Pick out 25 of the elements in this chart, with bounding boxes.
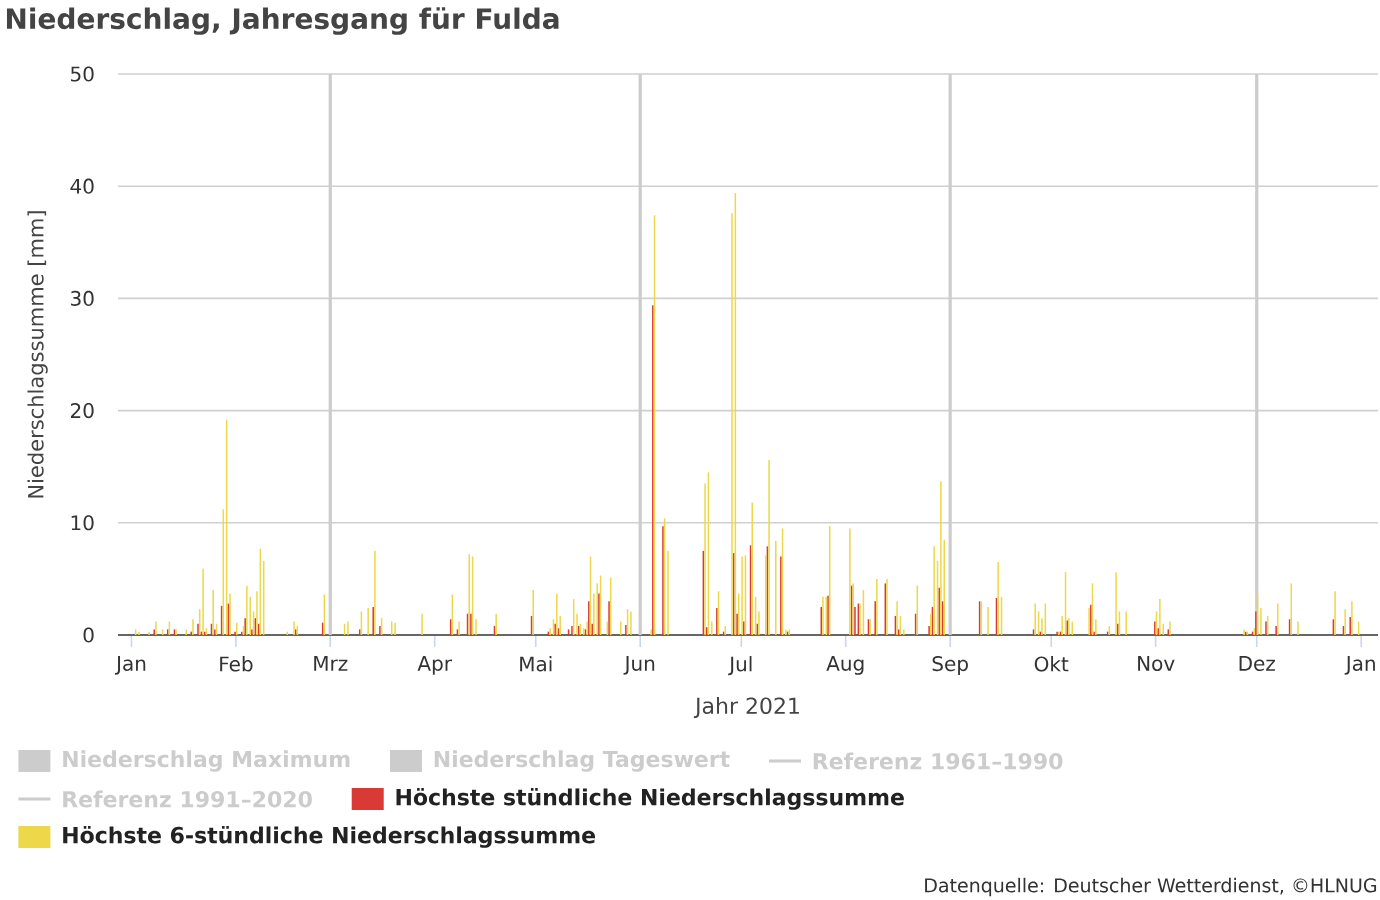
x-tick-label: Jan — [1344, 656, 1375, 675]
x-tick-label: Okt — [1034, 656, 1069, 672]
x-tick-label: Jan — [115, 656, 146, 675]
y-tick-label: 0 — [83, 627, 94, 643]
y-axis-title: Niederschlagssumme [mm] — [27, 211, 48, 498]
y-tick-label: 50 — [71, 66, 94, 82]
x-tick-label: Nov — [1138, 656, 1175, 671]
x-axis-title: Jahr 2021 — [693, 696, 799, 719]
legend-label: Höchste 6-stündliche Niederschlagssumme — [63, 826, 596, 848]
legend-label: Höchste stündliche Niederschlagssumme — [396, 788, 904, 810]
x-tick-label: Mai — [520, 656, 552, 672]
x-tick-label: Jun — [623, 656, 655, 675]
chart-title: Niederschlag, Jahresgang für Fulda — [6, 7, 559, 35]
x-tick-label: Feb — [220, 656, 253, 672]
x-tick-label: Aug — [826, 656, 864, 675]
x-tick-label: Dez — [1239, 656, 1275, 671]
text: Datenquelle: Deutscher Wetterdienst, ©HLNUG — [925, 877, 1377, 897]
x-tick-label: Mrz — [314, 656, 348, 671]
y-tick-label: 40 — [70, 178, 94, 194]
x-tick-label: Apr — [417, 656, 452, 675]
x-tick-label: Sep — [932, 656, 968, 676]
y-tick-label: 10 — [71, 515, 94, 531]
y-tick-label: 30 — [71, 290, 94, 306]
y-tick-label: 20 — [70, 403, 94, 419]
x-tick-label: Jul — [728, 656, 752, 676]
